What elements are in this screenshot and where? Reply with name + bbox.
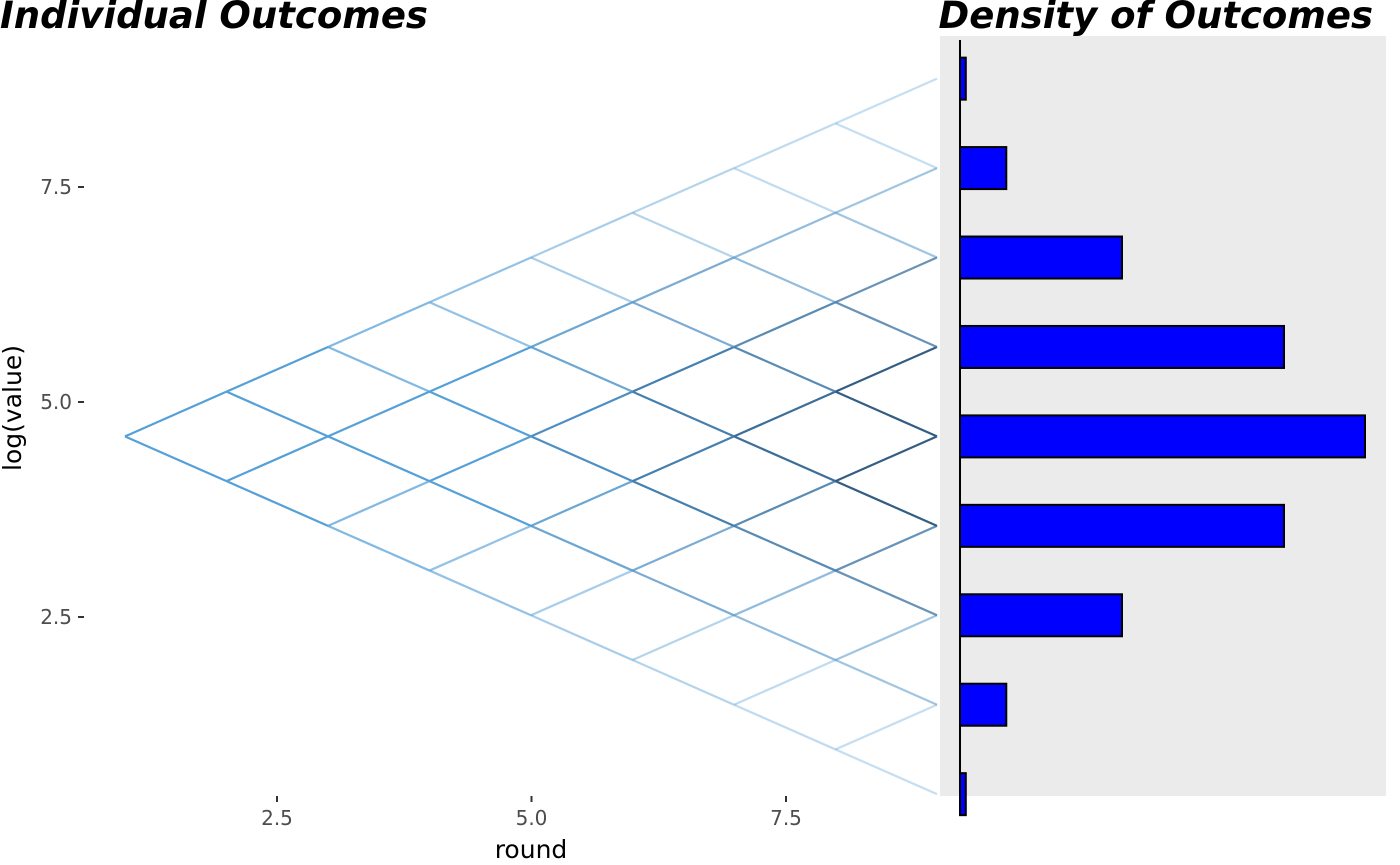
lattice-segment bbox=[632, 614, 735, 662]
lattice-segment bbox=[530, 211, 633, 259]
lattice-segment bbox=[429, 435, 532, 483]
lattice-segment bbox=[632, 256, 735, 304]
lattice-segment bbox=[835, 301, 938, 348]
lattice-segment bbox=[530, 435, 633, 483]
density-bars bbox=[959, 56, 1366, 817]
lattice-segment bbox=[632, 658, 735, 706]
lattice-segment bbox=[226, 480, 329, 527]
lattice-segment bbox=[632, 211, 735, 259]
y-axis: 2.5 5.0 7.5 bbox=[40, 175, 84, 629]
lattice-segment bbox=[733, 122, 836, 170]
lattice-segment bbox=[226, 435, 329, 483]
density-bar bbox=[959, 503, 1285, 548]
lattice-segment bbox=[327, 345, 430, 393]
density-of-outcomes-panel: Density of Outcomes bbox=[939, 0, 1386, 817]
lattice-segment bbox=[530, 569, 633, 617]
y-tick-label: 5.0 bbox=[40, 390, 72, 414]
lattice-segment bbox=[733, 435, 836, 483]
lattice-segment bbox=[835, 390, 938, 438]
lattice-segment bbox=[632, 435, 735, 483]
density-bar bbox=[959, 682, 1008, 727]
lattice-segment bbox=[733, 480, 836, 527]
x-tick-label: 5.0 bbox=[516, 806, 548, 830]
lattice-segment bbox=[733, 614, 836, 662]
lattice-segment bbox=[530, 390, 633, 438]
lattice-segment bbox=[530, 614, 633, 662]
lattice-segment bbox=[733, 256, 836, 304]
lattice-segment bbox=[733, 390, 836, 438]
lattice-segment bbox=[733, 569, 836, 617]
lattice-segment bbox=[835, 524, 938, 572]
left-panel-title: Individual Outcomes bbox=[0, 0, 428, 37]
lattice-lines bbox=[124, 77, 938, 796]
lattice-segment bbox=[835, 77, 938, 125]
x-tick-label: 7.5 bbox=[770, 806, 802, 830]
lattice-segment bbox=[632, 301, 735, 348]
y-tick-label: 7.5 bbox=[40, 175, 72, 199]
lattice-segment bbox=[632, 480, 735, 527]
lattice-segment bbox=[327, 390, 430, 438]
lattice-segment bbox=[835, 748, 938, 796]
lattice-segment bbox=[530, 524, 633, 572]
lattice-segment bbox=[733, 301, 836, 348]
lattice-segment bbox=[835, 345, 938, 393]
lattice-segment bbox=[733, 658, 836, 706]
lattice-segment bbox=[226, 345, 329, 393]
lattice-segment bbox=[733, 211, 836, 259]
density-bar bbox=[959, 414, 1366, 459]
lattice-segment bbox=[835, 569, 938, 617]
lattice-segment bbox=[632, 167, 735, 214]
lattice-segment bbox=[632, 569, 735, 617]
y-axis-title: log(value) bbox=[0, 345, 27, 471]
lattice-segment bbox=[733, 703, 836, 751]
lattice-segment bbox=[835, 658, 938, 706]
lattice-segment bbox=[124, 390, 227, 438]
lattice-segment bbox=[835, 211, 938, 259]
lattice-segment bbox=[327, 301, 430, 348]
density-bar bbox=[959, 324, 1285, 369]
lattice-segment bbox=[429, 480, 532, 527]
lattice-segment bbox=[429, 256, 532, 304]
lattice-segment bbox=[530, 345, 633, 393]
lattice-segment bbox=[327, 524, 430, 572]
lattice-segment bbox=[327, 435, 430, 483]
lattice-segment bbox=[429, 569, 532, 617]
x-tick-label: 2.5 bbox=[261, 806, 293, 830]
lattice-segment bbox=[835, 167, 938, 214]
lattice-segment bbox=[530, 256, 633, 304]
lattice-segment bbox=[226, 390, 329, 438]
lattice-segment bbox=[632, 345, 735, 393]
lattice-segment bbox=[835, 480, 938, 527]
lattice-segment bbox=[429, 390, 532, 438]
lattice-segment bbox=[429, 301, 532, 348]
x-axis-title: round bbox=[495, 835, 568, 864]
lattice-segment bbox=[733, 524, 836, 572]
y-tick-label: 2.5 bbox=[40, 605, 72, 629]
density-bar bbox=[959, 146, 1008, 191]
density-bar bbox=[959, 593, 1123, 638]
density-bar bbox=[959, 235, 1123, 280]
lattice-segment bbox=[835, 614, 938, 662]
individual-outcomes-panel: Individual Outcomes 2.55.07.5 2.5 5.0 7.5 … bbox=[0, 0, 938, 864]
lattice-segment bbox=[835, 256, 938, 304]
lattice-segment bbox=[733, 167, 836, 214]
lattice-segment bbox=[124, 435, 227, 483]
right-panel-title: Density of Outcomes bbox=[939, 0, 1373, 37]
lattice-segment bbox=[530, 301, 633, 348]
lattice-segment bbox=[632, 390, 735, 438]
lattice-segment bbox=[429, 345, 532, 393]
lattice-segment bbox=[429, 524, 532, 572]
lattice-segment bbox=[733, 345, 836, 393]
lattice-segment bbox=[835, 703, 938, 751]
lattice-segment bbox=[632, 524, 735, 572]
lattice-segment bbox=[835, 435, 938, 483]
lattice-segment bbox=[835, 122, 938, 170]
x-axis: 2.5 5.0 7.5 bbox=[261, 796, 802, 830]
lattice-segment bbox=[530, 480, 633, 527]
lattice-segment bbox=[327, 480, 430, 527]
